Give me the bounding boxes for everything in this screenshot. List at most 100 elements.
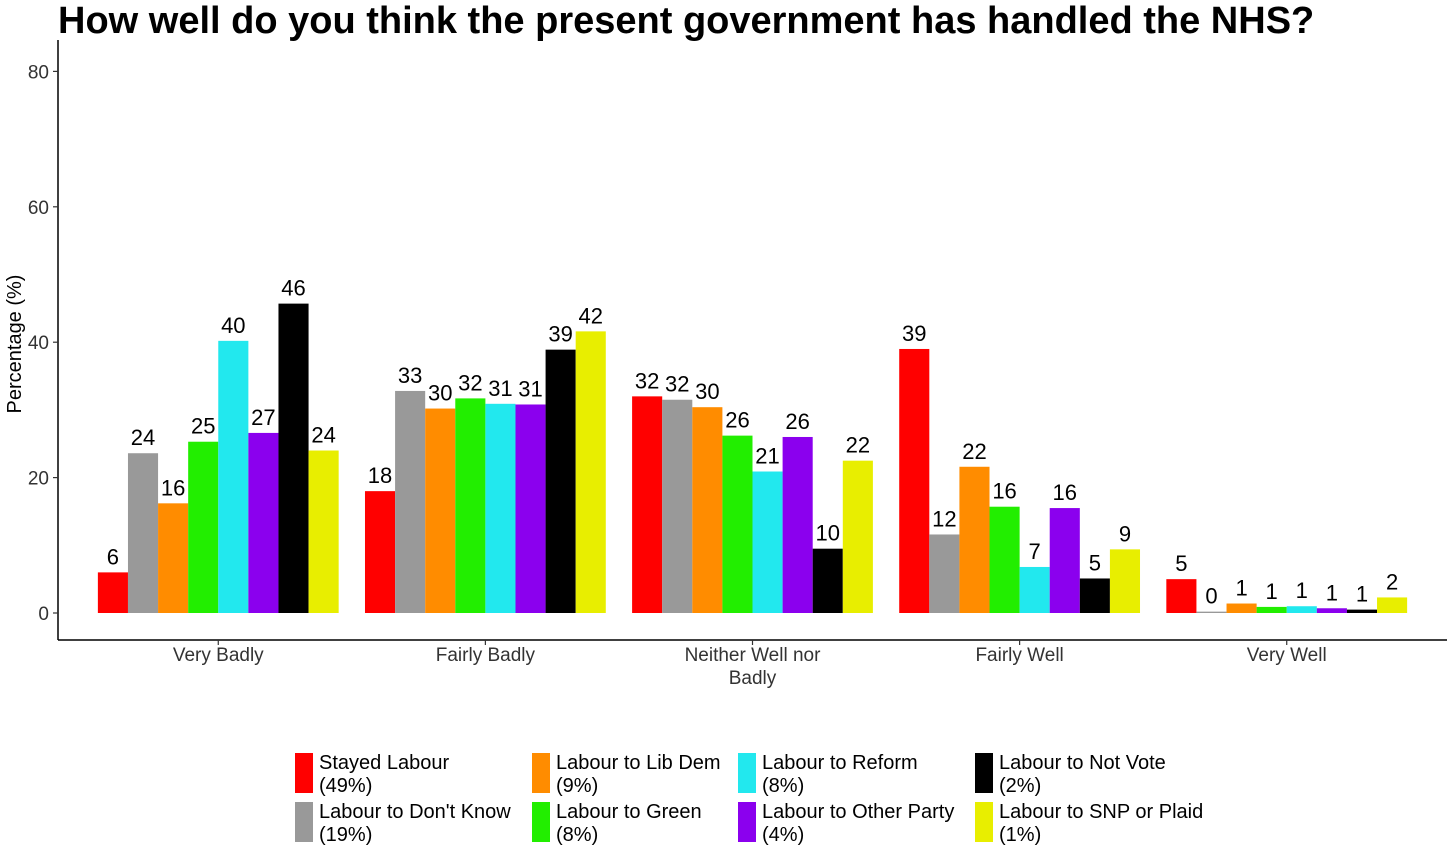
- y-tick-label: 40: [28, 333, 49, 354]
- legend-label: Labour to Don't Know (19%): [319, 801, 511, 846]
- data-label: 31: [518, 376, 542, 401]
- bar: [959, 466, 990, 613]
- legend-label: Labour to Not Vote (2%): [999, 752, 1166, 797]
- data-label: 22: [846, 433, 870, 458]
- bar: [1377, 597, 1408, 613]
- legend-swatch: [532, 753, 550, 793]
- bar: [1166, 579, 1197, 613]
- bar: [899, 348, 930, 613]
- bar: [278, 303, 309, 613]
- bar: [455, 398, 486, 613]
- data-label: 1: [1266, 579, 1278, 604]
- bar: [662, 399, 693, 613]
- bar: [1019, 566, 1050, 613]
- data-label: 27: [251, 405, 275, 430]
- data-label: 30: [695, 379, 719, 404]
- legend-label: Labour to Reform (8%): [762, 752, 918, 797]
- x-tick-label: Very Well: [1247, 645, 1327, 666]
- bar: [842, 460, 873, 613]
- bar: [575, 331, 606, 613]
- data-label: 2: [1386, 569, 1398, 594]
- data-label: 32: [665, 372, 689, 397]
- data-label: 1: [1235, 576, 1247, 601]
- y-tick-label: 60: [28, 198, 49, 219]
- data-label: 1: [1356, 582, 1368, 607]
- bar: [395, 390, 426, 613]
- bar: [425, 408, 456, 613]
- bar: [989, 506, 1020, 613]
- data-label: 33: [398, 363, 422, 388]
- data-label: 16: [1053, 480, 1077, 505]
- bar: [1226, 603, 1257, 613]
- data-label: 16: [161, 475, 185, 500]
- chart-title: How well do you think the present govern…: [58, 0, 1315, 42]
- bar: [752, 471, 783, 613]
- bar: [1316, 608, 1347, 613]
- legend-swatch: [295, 802, 313, 842]
- legend-swatch: [975, 753, 993, 793]
- data-label: 30: [428, 381, 452, 406]
- bar: [308, 450, 339, 613]
- data-label: 40: [221, 313, 245, 338]
- bar: [812, 548, 843, 613]
- data-label: 6: [107, 544, 119, 569]
- x-tick-label: Fairly Well: [975, 645, 1063, 666]
- x-tick-label: Fairly Badly: [436, 645, 536, 666]
- data-label: 1: [1296, 578, 1308, 603]
- bar: [1079, 578, 1110, 613]
- bar: [722, 435, 753, 613]
- legend-label: Labour to Green (8%): [556, 801, 702, 846]
- bar: [97, 572, 128, 613]
- data-label: 5: [1175, 551, 1187, 576]
- x-tick-label: Badly: [729, 668, 777, 689]
- bar: [158, 503, 189, 613]
- data-label: 26: [785, 409, 809, 434]
- bar: [1286, 606, 1317, 613]
- data-label: 32: [458, 370, 482, 395]
- bar: [1196, 611, 1227, 613]
- data-label: 9: [1119, 521, 1131, 546]
- legend-label: Stayed Labour (49%): [319, 752, 449, 797]
- data-label: 24: [131, 425, 155, 450]
- bar: [545, 349, 576, 613]
- bar: [515, 404, 546, 613]
- legend-swatch: [738, 753, 756, 793]
- data-label: 22: [962, 439, 986, 464]
- legend-swatch: [975, 802, 993, 842]
- bar: [248, 432, 279, 613]
- data-label: 39: [548, 322, 572, 347]
- data-label: 16: [992, 479, 1016, 504]
- y-axis-title: Percentage (%): [4, 275, 26, 414]
- data-label: 5: [1089, 550, 1101, 575]
- data-label: 26: [725, 408, 749, 433]
- bar: [364, 491, 396, 613]
- y-tick-label: 80: [28, 62, 49, 83]
- legend-label: Labour to SNP or Plaid (1%): [999, 801, 1203, 846]
- bar: [188, 441, 219, 613]
- data-label: 21: [755, 444, 779, 469]
- data-label: 18: [368, 463, 392, 488]
- data-label: 7: [1029, 539, 1041, 564]
- bar: [218, 340, 249, 613]
- bar: [485, 403, 516, 613]
- bar: [632, 396, 663, 613]
- bar: [1049, 508, 1080, 613]
- bar: [1109, 549, 1141, 613]
- data-label: 10: [816, 521, 840, 546]
- legend-label: Labour to Other Party (4%): [762, 801, 954, 846]
- x-tick-label: Neither Well nor: [685, 645, 822, 666]
- data-label: 1: [1326, 580, 1338, 605]
- legend-label: Labour to Lib Dem (9%): [556, 752, 721, 797]
- data-label: 46: [281, 276, 305, 301]
- data-label: 0: [1205, 584, 1217, 609]
- x-tick-label: Very Badly: [173, 645, 264, 666]
- bar: [127, 453, 159, 613]
- legend-swatch: [738, 802, 756, 842]
- legend-swatch: [295, 753, 313, 793]
- bar: [692, 407, 723, 613]
- data-label: 31: [488, 376, 512, 401]
- data-label: 12: [932, 506, 956, 531]
- legend-swatch: [532, 802, 550, 842]
- bar: [929, 534, 960, 613]
